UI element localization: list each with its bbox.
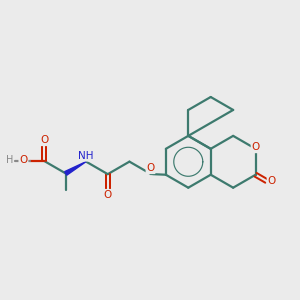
Text: O: O xyxy=(251,142,260,152)
Text: O: O xyxy=(40,135,48,145)
Text: O: O xyxy=(146,163,155,173)
Text: O: O xyxy=(19,155,28,165)
Text: O: O xyxy=(268,176,276,186)
Text: H: H xyxy=(6,155,13,165)
Text: NH: NH xyxy=(78,151,94,161)
Polygon shape xyxy=(65,162,86,175)
Text: O: O xyxy=(103,190,112,200)
